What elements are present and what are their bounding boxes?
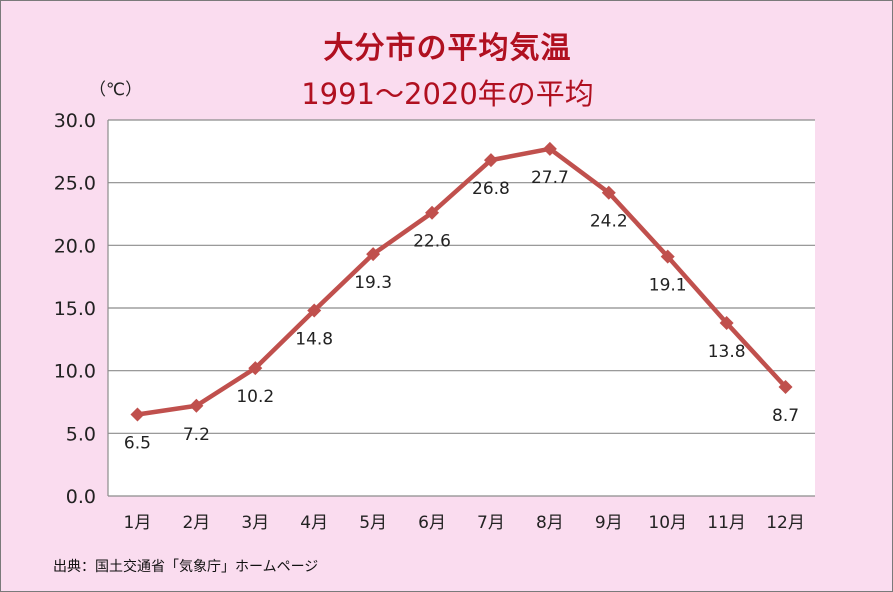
data-label: 19.1 [649,276,687,296]
data-label: 19.3 [354,273,392,293]
data-label: 8.7 [772,406,799,426]
x-tick-label: 12月 [766,513,805,533]
y-tick-label: 0.0 [66,486,96,508]
x-tick-label: 6月 [418,513,446,533]
x-tick-label: 8月 [536,513,564,533]
y-tick-label: 25.0 [54,173,96,195]
data-point-marker [601,185,616,200]
data-point-marker [366,247,381,262]
x-tick-label: 5月 [359,513,387,533]
x-tick-label: 1月 [124,513,152,533]
data-label: 22.6 [413,232,451,252]
data-point-marker [189,398,204,413]
data-label: 6.5 [124,434,151,454]
data-point-marker [307,303,322,318]
data-label: 26.8 [472,179,510,199]
data-point-marker [248,361,263,376]
x-tick-label: 4月 [300,513,328,533]
data-label: 10.2 [236,387,274,407]
y-axis-unit-label: （℃） [89,80,143,100]
x-tick-label: 9月 [595,513,623,533]
source-note: 出典：国土交通省「気象庁」ホームページ [53,559,319,575]
data-label: 24.2 [590,212,628,232]
y-tick-label: 30.0 [54,110,96,132]
data-label: 13.8 [708,342,746,362]
data-point-marker [719,316,734,331]
y-tick-label: 5.0 [66,423,96,445]
chart-title: 大分市の平均気温 [323,31,572,66]
chart-subtitle: 1991～2020年の平均 [301,77,594,111]
data-label: 27.7 [531,168,569,188]
x-tick-label: 11月 [707,513,746,533]
data-label: 14.8 [295,330,333,350]
series-line [137,146,788,417]
data-point-marker [542,141,557,156]
data-point-marker [483,153,498,168]
data-point-marker [660,249,675,264]
x-tick-label: 7月 [477,513,505,533]
data-label: 7.2 [183,425,210,445]
y-tick-label: 15.0 [54,298,96,320]
x-tick-label: 10月 [648,513,687,533]
x-tick-label: 3月 [241,513,269,533]
x-tick-label: 2月 [182,513,210,533]
y-tick-label: 10.0 [54,361,96,383]
data-point-marker [425,205,440,220]
data-point-marker [778,379,793,394]
y-tick-label: 20.0 [54,235,96,257]
data-point-marker [130,407,145,422]
